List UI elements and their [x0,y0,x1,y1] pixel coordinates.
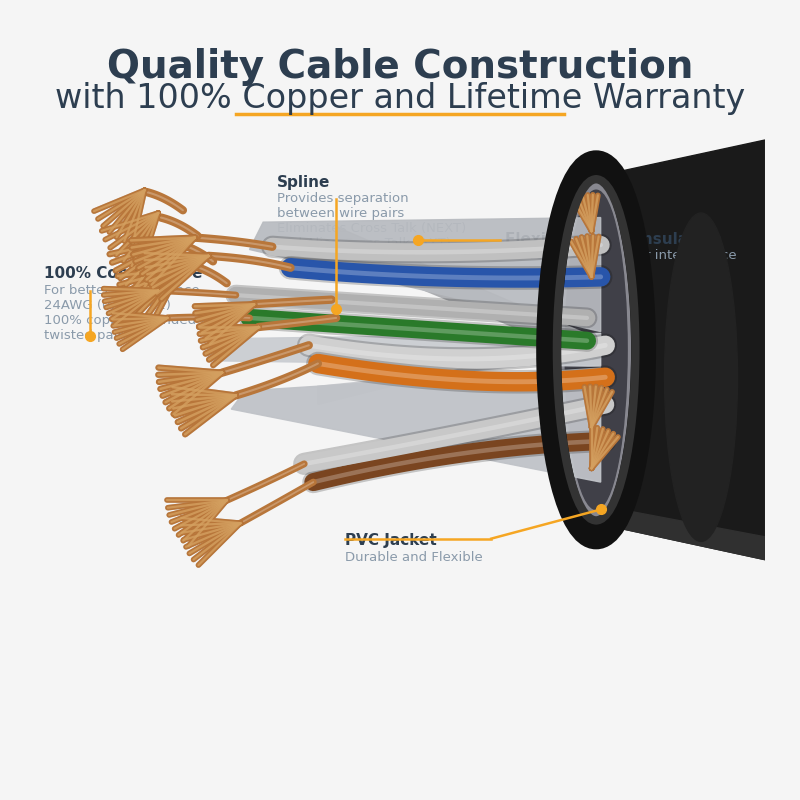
Text: Spline: Spline [277,175,330,190]
Text: Durable and Flexible: Durable and Flexible [346,550,483,563]
Polygon shape [250,218,601,331]
Polygon shape [596,140,765,560]
Polygon shape [318,336,591,405]
Text: For reduced intra-pair interference: For reduced intra-pair interference [505,250,737,262]
Text: 100% Copper Wire: 100% Copper Wire [44,266,202,282]
Ellipse shape [552,166,640,533]
Text: Provides separation
between wire pairs
Eliminates Cross Talk (NEXT)
and Alien Cr: Provides separation between wire pairs E… [277,192,466,250]
Ellipse shape [665,213,738,542]
Text: PVC Jacket: PVC Jacket [346,533,437,548]
Text: For better performance
24AWG (0.25mm2)
100% copper stranded wire
twisted pairs.: For better performance 24AWG (0.25mm2) 1… [44,284,229,342]
Text: Quality Cable Construction: Quality Cable Construction [107,48,693,86]
Text: Flexible HD-PE Insulation: Flexible HD-PE Insulation [505,232,722,246]
Text: with 100% Copper and Lifetime Warranty: with 100% Copper and Lifetime Warranty [55,82,745,115]
Ellipse shape [549,163,643,537]
Ellipse shape [558,177,634,523]
Ellipse shape [565,190,627,510]
Polygon shape [336,226,591,359]
Polygon shape [209,334,601,366]
Polygon shape [596,505,765,560]
Polygon shape [231,368,601,482]
